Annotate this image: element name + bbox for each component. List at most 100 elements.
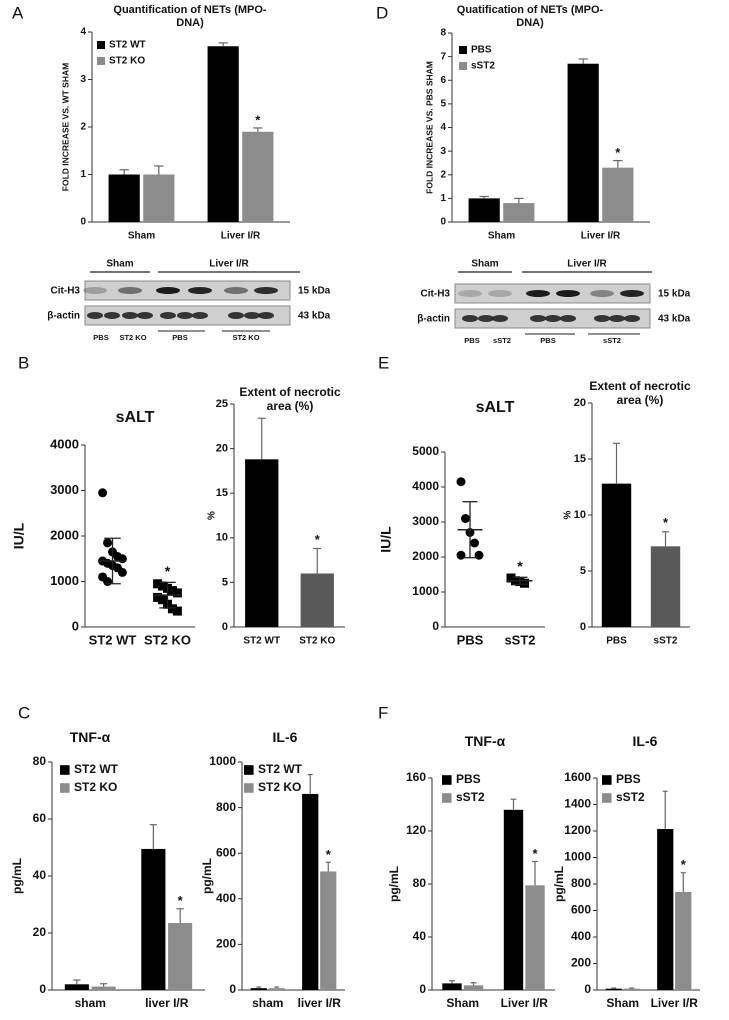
bar bbox=[503, 203, 535, 222]
blot-band bbox=[137, 312, 153, 319]
y-tick-label: 200 bbox=[216, 937, 236, 951]
blot-band bbox=[156, 287, 180, 294]
y-tick-label: 3000 bbox=[50, 482, 79, 497]
blot-band bbox=[192, 312, 208, 319]
significance-mark: * bbox=[165, 563, 171, 579]
y-tick-label: 1000 bbox=[412, 584, 439, 598]
chart-title: IL-6 bbox=[272, 729, 298, 745]
blot-band bbox=[83, 287, 107, 294]
blot-band bbox=[492, 315, 508, 322]
y-tick-label: 0 bbox=[80, 217, 86, 228]
y-tick-label: 10 bbox=[574, 509, 586, 521]
blot-group-label: Sham bbox=[471, 259, 498, 270]
y-tick-label: 5 bbox=[580, 565, 586, 577]
legend-swatch bbox=[459, 46, 467, 54]
blot-band bbox=[254, 287, 278, 294]
blot-band bbox=[104, 312, 120, 319]
data-point bbox=[470, 538, 479, 548]
y-tick-label: 15 bbox=[216, 487, 228, 499]
panel-label: E bbox=[378, 353, 389, 372]
panel-label: F bbox=[378, 703, 388, 722]
y-tick-label: 20 bbox=[33, 925, 47, 939]
data-point bbox=[103, 577, 113, 586]
data-point bbox=[158, 581, 168, 591]
y-tick-label: 1000 bbox=[50, 573, 79, 588]
y-tick-label: 400 bbox=[216, 891, 236, 905]
y-axis-label: FOLD INCREASE VS. WT SHAM bbox=[60, 63, 70, 191]
legend-label: ST2 WT bbox=[258, 762, 303, 776]
data-point bbox=[167, 604, 177, 614]
y-tick-label: 4000 bbox=[50, 436, 79, 451]
y-tick-label: 2000 bbox=[50, 527, 79, 542]
legend-label: PBS bbox=[471, 45, 492, 56]
legend-swatch bbox=[442, 793, 452, 803]
y-axis-label: pg/mL bbox=[10, 858, 24, 894]
blot-strip bbox=[454, 283, 651, 304]
y-axis-label: IU/L bbox=[11, 522, 27, 549]
y-tick-label: 1 bbox=[440, 193, 446, 204]
y-tick-label: 120 bbox=[406, 823, 426, 837]
lane-label: ST2 KO bbox=[232, 333, 259, 342]
legend-label: PBS bbox=[456, 772, 481, 786]
x-tick-label: Sham bbox=[488, 231, 515, 242]
bar bbox=[602, 167, 634, 222]
x-tick-label: Sham bbox=[128, 231, 155, 242]
y-tick-label: 1 bbox=[80, 169, 86, 180]
y-tick-label: 6 bbox=[440, 75, 446, 86]
blot-size-label: 43 kDa bbox=[658, 314, 691, 325]
blot-row-label: Cit-H3 bbox=[51, 286, 81, 297]
y-tick-label: 3000 bbox=[412, 514, 439, 528]
bar bbox=[675, 891, 692, 990]
blot-size-label: 15 kDa bbox=[658, 289, 691, 300]
y-tick-label: 80 bbox=[413, 876, 427, 890]
data-point bbox=[456, 550, 466, 560]
x-tick-label: Liver I/R bbox=[221, 231, 261, 242]
lane-label: PBS bbox=[93, 333, 108, 342]
y-tick-label: 60 bbox=[33, 811, 47, 825]
y-axis-label: FOLD INCREASE VS. PBS SHAM bbox=[424, 61, 434, 194]
y-tick-label: 0 bbox=[584, 982, 591, 996]
bar bbox=[503, 809, 524, 990]
bar bbox=[108, 174, 140, 222]
blot-band bbox=[462, 315, 478, 322]
bar bbox=[302, 793, 319, 990]
x-tick-label: Sham bbox=[606, 996, 639, 1010]
x-tick-label: sST2 bbox=[504, 632, 535, 647]
y-tick-label: 1600 bbox=[564, 770, 591, 784]
y-tick-label: 600 bbox=[216, 845, 236, 859]
legend-label: ST2 KO bbox=[74, 780, 117, 794]
bar bbox=[250, 988, 267, 990]
blot-group-label: Liver I/R bbox=[209, 259, 249, 270]
legend-swatch bbox=[97, 41, 105, 49]
bar bbox=[168, 923, 193, 990]
x-tick-label: Liver I/R bbox=[581, 231, 621, 242]
blot-group-label: Sham bbox=[106, 259, 133, 270]
panel-label: B bbox=[18, 353, 29, 372]
blot-row-label: Cit-H3 bbox=[421, 289, 451, 300]
y-tick-label: 4000 bbox=[412, 479, 439, 493]
bar bbox=[442, 983, 462, 990]
y-tick-label: 600 bbox=[571, 903, 591, 917]
bar bbox=[207, 46, 239, 222]
bar bbox=[463, 985, 484, 990]
y-tick-label: 1400 bbox=[564, 797, 591, 811]
blot-size-label: 43 kDa bbox=[298, 311, 331, 322]
data-point bbox=[456, 477, 466, 487]
significance-mark: * bbox=[255, 112, 261, 127]
x-tick-label: liver I/R bbox=[298, 996, 342, 1010]
blot-row-label: β-actin bbox=[47, 311, 80, 322]
legend-swatch bbox=[244, 783, 254, 793]
bar bbox=[650, 546, 681, 627]
y-axis-label: % bbox=[563, 510, 574, 519]
x-tick-label: ST2 WT bbox=[89, 632, 137, 647]
y-tick-label: 5 bbox=[222, 576, 228, 588]
y-tick-label: 800 bbox=[571, 876, 591, 890]
blot-group-label: Liver I/R bbox=[567, 259, 607, 270]
x-tick-label: PBS bbox=[606, 636, 627, 647]
y-tick-label: 80 bbox=[33, 754, 47, 768]
x-tick-label: Liver I/R bbox=[501, 996, 549, 1010]
x-tick-label: ST2 WT bbox=[243, 636, 280, 647]
bar bbox=[141, 848, 166, 990]
blot-size-label: 15 kDa bbox=[298, 286, 331, 297]
blot-band bbox=[177, 312, 193, 319]
